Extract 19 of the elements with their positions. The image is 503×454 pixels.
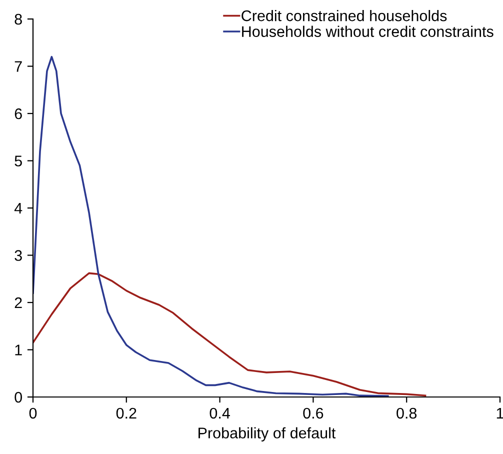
legend-label: Households without credit constraints	[242, 26, 494, 37]
y-tick-label: 6	[14, 108, 22, 120]
y-tick-label: 1	[15, 344, 22, 356]
y-tick-label: 3	[14, 250, 22, 261]
y-tick-label: 8	[14, 14, 22, 25]
x-axis-title: Probability of default	[198, 427, 336, 442]
y-tick-label: 7	[14, 61, 22, 72]
y-tick-label: 2	[14, 297, 22, 308]
x-tick-label: 0	[29, 408, 37, 419]
y-tick-label: 5	[14, 156, 22, 166]
x-tick-label: 0.2	[116, 408, 136, 419]
x-tick-label: 0.4	[210, 408, 230, 419]
y-tick-label: 0	[14, 392, 22, 403]
line-series	[33, 56, 389, 397]
x-tick-label: 0.6	[303, 408, 324, 419]
line-series	[33, 272, 426, 396]
y-tick-label: 4	[14, 203, 22, 214]
x-tick-label: 0.8	[396, 408, 417, 419]
legend-label: Credit constrained households	[242, 10, 447, 22]
